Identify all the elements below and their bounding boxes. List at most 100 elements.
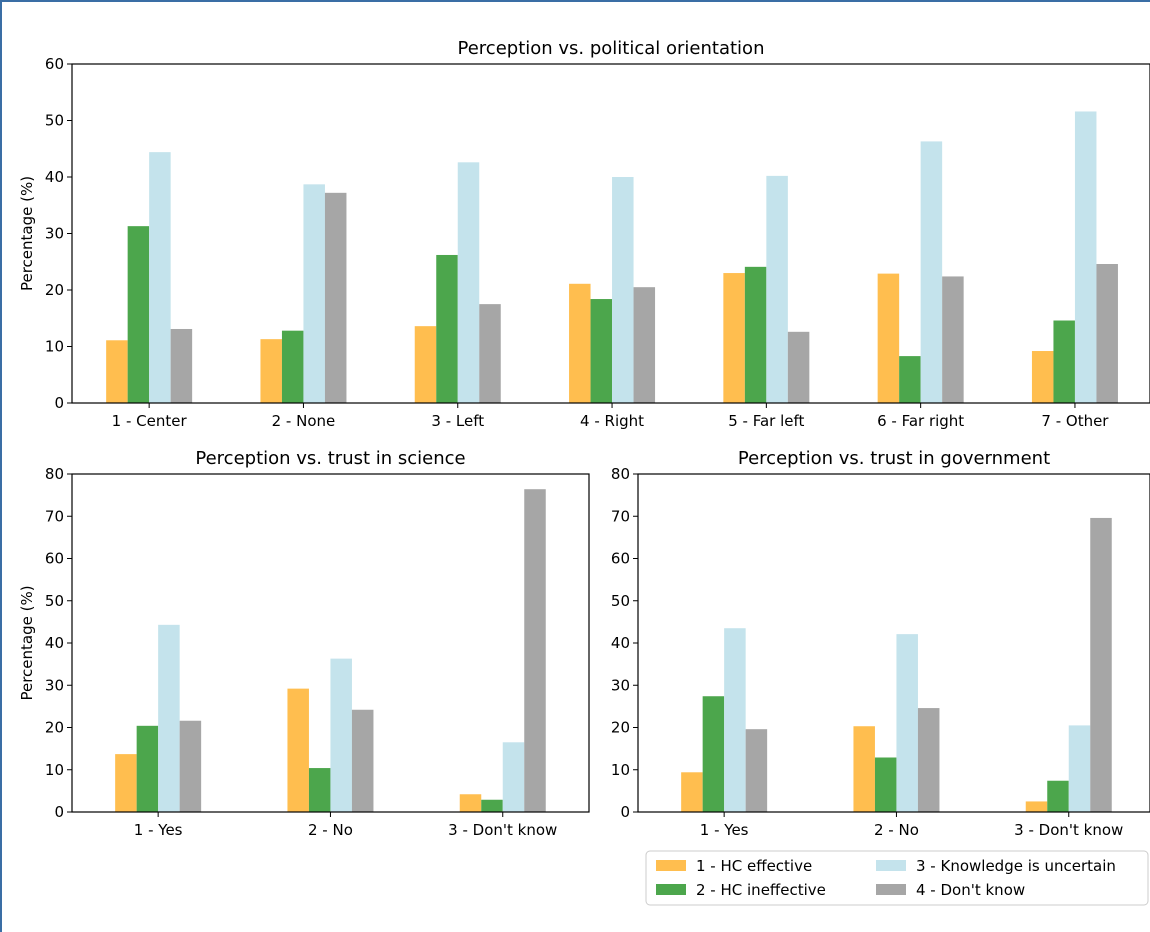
bar-2-3 <box>896 634 918 812</box>
bar-3-2 <box>481 799 503 812</box>
y-tick-label: 80 <box>611 465 630 483</box>
bar-3-4 <box>1090 517 1112 812</box>
y-tick-label: 0 <box>54 394 64 412</box>
bar-1-1 <box>681 772 703 812</box>
bar-2-4 <box>917 708 940 812</box>
y-tick-label: 10 <box>611 761 630 779</box>
legend-label-3: 3 - Knowledge is uncertain <box>916 857 1116 875</box>
bar-3-2 <box>1047 780 1069 812</box>
x-tick-label: 6 - Far right <box>877 412 964 430</box>
y-tick-label: 10 <box>45 338 64 356</box>
bar-2-1 <box>287 688 309 812</box>
bar-4-1 <box>569 283 591 403</box>
bar-3-2 <box>436 254 458 403</box>
bar-1-2 <box>702 696 725 812</box>
bar-7-3 <box>1074 111 1097 404</box>
bar-5-3 <box>766 175 788 403</box>
legend-label-2: 2 - HC ineffective <box>696 881 826 899</box>
y-tick-label: 50 <box>45 592 64 610</box>
y-tick-label: 60 <box>45 55 64 73</box>
bar-2-1 <box>853 726 875 812</box>
x-tick-label: 5 - Far left <box>728 412 804 430</box>
legend-label-1: 1 - HC effective <box>696 857 812 875</box>
x-tick-label: 3 - Don't know <box>1014 821 1123 839</box>
x-tick-label: 7 - Other <box>1041 412 1109 430</box>
y-tick-label: 70 <box>45 507 64 525</box>
bar-4-4 <box>633 287 656 403</box>
x-tick-label: 1 - Yes <box>700 821 749 839</box>
bar-6-2 <box>899 356 921 403</box>
y-tick-label: 10 <box>45 761 64 779</box>
bar-6-1 <box>877 273 900 403</box>
x-tick-label: 1 - Center <box>112 412 188 430</box>
chart-trust-in-science: Perception vs. trust in science 0 10 20 30 40… <box>18 448 590 839</box>
bar-4-3 <box>612 177 634 403</box>
bar-3-1 <box>1025 801 1048 812</box>
bar-1-3 <box>724 628 746 812</box>
y-tick-label: 30 <box>611 676 630 694</box>
y-tick-label: 30 <box>45 676 64 694</box>
chart-trust-in-government: Perception vs. trust in government 0 10 20 3… <box>611 448 1150 839</box>
y-tick-label: 60 <box>611 550 630 568</box>
bar-7-4 <box>1096 264 1118 403</box>
legend-label-4: 4 - Don't know <box>916 881 1025 899</box>
bar-2-2 <box>281 330 304 403</box>
bar-1-1 <box>106 340 128 403</box>
bar-3-3 <box>457 162 480 403</box>
bar-2-3 <box>330 658 352 812</box>
bar-3-3 <box>1068 725 1091 812</box>
bar-2-3 <box>303 184 325 403</box>
y-tick-label: 40 <box>45 168 64 186</box>
legend-swatch-3 <box>876 860 906 871</box>
legend-swatch-1 <box>656 860 686 871</box>
bar-1-2 <box>127 226 150 403</box>
bar-5-2 <box>744 266 767 403</box>
y-tick-label: 60 <box>45 550 64 568</box>
bar-5-4 <box>787 331 810 403</box>
bar-7-2 <box>1053 320 1075 403</box>
x-tick-label: 4 - Right <box>580 412 644 430</box>
legend-swatch-2 <box>656 884 686 895</box>
bar-3-4 <box>524 489 546 812</box>
bar-3-4 <box>479 304 501 403</box>
x-tick-label: 1 - Yes <box>134 821 183 839</box>
legend: 1 - HC effective 2 - HC ineffective 3 - Kn… <box>645 850 1149 906</box>
bar-3-1 <box>414 326 437 403</box>
y-tick-label: 20 <box>45 719 64 737</box>
bar-1-3 <box>158 624 180 812</box>
bar-3-3 <box>502 742 525 812</box>
plot-frame <box>637 473 1150 813</box>
y-tick-label: 50 <box>45 112 64 130</box>
x-tick-label: 2 - No <box>874 821 919 839</box>
bar-2-2 <box>874 757 897 812</box>
bar-1-4 <box>179 720 202 812</box>
bar-2-2 <box>308 768 331 812</box>
x-tick-label: 2 - None <box>272 412 336 430</box>
y-tick-label: 50 <box>611 592 630 610</box>
y-tick-label: 20 <box>611 719 630 737</box>
bar-1-1 <box>115 754 137 812</box>
bar-5-1 <box>723 273 745 403</box>
bar-6-4 <box>942 276 964 403</box>
chart-title: Perception vs. trust in government <box>738 448 1050 469</box>
y-tick-label: 20 <box>45 281 64 299</box>
y-tick-label: 0 <box>54 803 64 821</box>
legend-box <box>645 850 1149 906</box>
y-tick-label: 0 <box>620 803 630 821</box>
bar-1-2 <box>136 725 159 812</box>
bar-1-4 <box>170 328 193 403</box>
bar-7-1 <box>1031 351 1054 403</box>
x-tick-label: 2 - No <box>308 821 353 839</box>
y-tick-label: 40 <box>45 634 64 652</box>
x-tick-label: 3 - Left <box>431 412 484 430</box>
chart-political-orientation: Perception vs. political orientation 0 10 2… <box>18 38 1150 430</box>
bar-1-3 <box>149 152 171 403</box>
bar-6-3 <box>920 141 943 403</box>
bar-2-4 <box>351 709 374 812</box>
legend-swatch-4 <box>876 884 906 895</box>
plot-frame <box>71 473 590 813</box>
chart-title: Perception vs. political orientation <box>458 38 765 59</box>
bar-2-1 <box>260 339 282 403</box>
